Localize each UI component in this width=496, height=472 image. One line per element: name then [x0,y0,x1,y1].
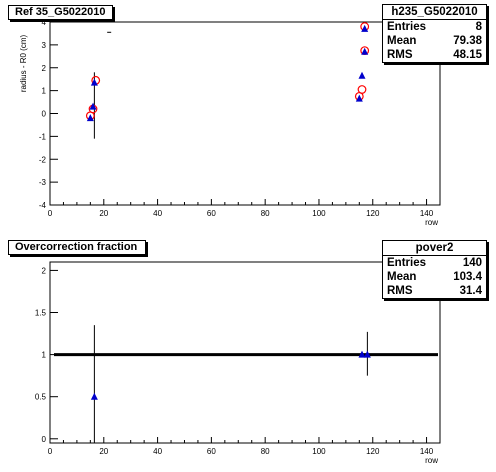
panel2-stats-box: pover2 Entries 140 Mean 103.4 RMS 31.4 [382,240,487,299]
panel1-title: Ref 35_G5022010 [8,5,113,20]
y-tick-label: -2 [39,155,47,164]
stats-row-rms: RMS 31.4 [387,285,482,297]
panel2-title: Overcorrection fraction [8,240,146,255]
x-tick-label: 100 [312,447,326,456]
x-tick-label: 140 [420,209,434,218]
y-tick-label: 2 [42,266,47,275]
data-point-triangle [355,94,363,102]
x-tick-label: 40 [153,447,162,456]
data-point-circle [357,85,367,94]
stats-row-entries: Entries 140 [387,257,482,269]
plot-frame [49,261,441,444]
y-tick-label: 0 [42,110,47,119]
data-point-triangle [358,71,366,79]
y-tick-label: -4 [39,201,47,210]
y-tick-label: 1.5 [35,309,47,318]
y-tick-label: 3 [42,41,47,50]
x-tick-label: 120 [366,209,380,218]
x-tick-label: 0 [48,209,53,218]
x-axis-label: row [425,456,438,465]
stats-row-mean: Mean 103.4 [387,271,482,283]
x-tick-label: 80 [261,447,270,456]
x-tick-label: 40 [153,209,162,218]
stats-row-mean: Mean 79.38 [387,35,482,47]
data-point-triangle [361,24,369,32]
data-point-triangle [89,102,97,110]
data-point-triangle [90,78,98,86]
stats-row-rms: RMS 48.15 [387,49,482,61]
y-tick-label: 1 [42,351,47,360]
stats-name: h235_G5022010 [383,5,486,20]
x-tick-label: 20 [99,209,108,218]
stats-row-entries: Entries 8 [387,21,482,33]
data-point-triangle [358,350,366,358]
y-tick-label: -3 [39,178,47,187]
x-tick-label: 0 [48,447,53,456]
data-point-triangle [90,392,98,400]
y-tick-label: 0.5 [35,393,47,402]
x-tick-label: 120 [366,447,380,456]
y-axis-label: radius - R0 (cm) [19,34,28,92]
y-tick-label: -1 [39,132,47,141]
y-tick-label: 1 [42,87,47,96]
x-tick-label: 100 [312,209,326,218]
data-point-triangle [86,114,94,122]
x-tick-label: 80 [261,209,270,218]
y-tick-label: 2 [42,64,47,73]
x-tick-label: 140 [420,447,434,456]
y-tick-label: 0 [42,435,47,444]
y-tick-label: 4 [42,18,47,27]
stats-name: pover2 [383,241,486,256]
data-point-triangle [363,350,371,358]
x-tick-label: 20 [99,447,108,456]
x-tick-label: 60 [207,447,216,456]
panel1-stats-box: h235_G5022010 Entries 8 Mean 79.38 RMS 48.1… [382,4,487,63]
x-axis-label: row [425,218,438,227]
data-point-triangle [361,47,369,55]
x-tick-label: 60 [207,209,216,218]
